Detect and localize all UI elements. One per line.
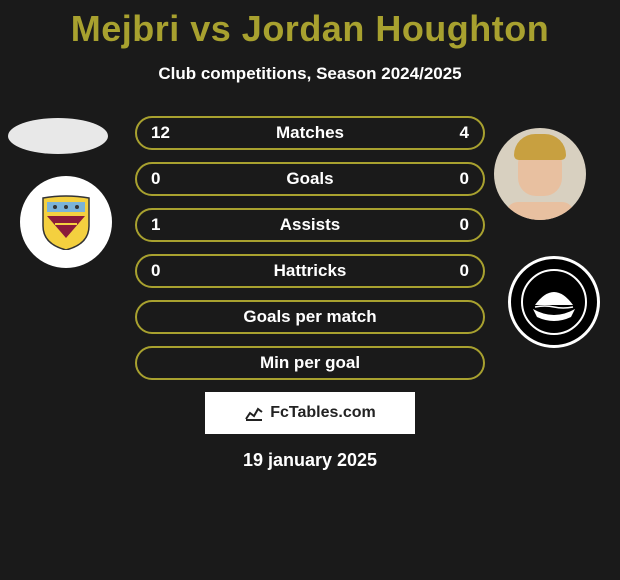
comparison-title: Mejbri vs Jordan Houghton: [0, 0, 620, 50]
stat-label: Min per goal: [179, 353, 441, 373]
stat-row: 1 Assists 0: [135, 208, 485, 242]
stat-label: Matches: [179, 123, 441, 143]
player-left-avatar: [8, 118, 108, 154]
stat-row: 0 Hattricks 0: [135, 254, 485, 288]
stat-row: Goals per match: [135, 300, 485, 334]
stat-label: Goals: [179, 169, 441, 189]
shield-icon: [41, 194, 91, 250]
player-right-avatar: [494, 128, 586, 220]
stat-left-value: 0: [151, 169, 179, 189]
club-right-crest: [508, 256, 600, 348]
brand-badge: FcTables.com: [205, 392, 415, 434]
stat-row: 12 Matches 4: [135, 116, 485, 150]
stats-table: 12 Matches 4 0 Goals 0 1 Assists 0 0 Hat…: [135, 116, 485, 380]
stat-right-value: 0: [441, 261, 469, 281]
stat-right-value: 0: [441, 169, 469, 189]
chart-icon: [244, 403, 264, 423]
stat-label: Goals per match: [179, 307, 441, 327]
stat-right-value: 4: [441, 123, 469, 143]
club-left-crest: [20, 176, 112, 268]
stat-row: Min per goal: [135, 346, 485, 380]
date-text: 19 january 2025: [0, 450, 620, 471]
stat-left-value: 0: [151, 261, 179, 281]
brand-text: FcTables.com: [270, 404, 376, 422]
comparison-subtitle: Club competitions, Season 2024/2025: [0, 64, 620, 84]
stat-label: Assists: [179, 215, 441, 235]
stat-right-value: 0: [441, 215, 469, 235]
stat-left-value: 1: [151, 215, 179, 235]
stat-left-value: 12: [151, 123, 179, 143]
stat-row: 0 Goals 0: [135, 162, 485, 196]
stat-label: Hattricks: [179, 261, 441, 281]
boat-icon: [519, 267, 589, 337]
